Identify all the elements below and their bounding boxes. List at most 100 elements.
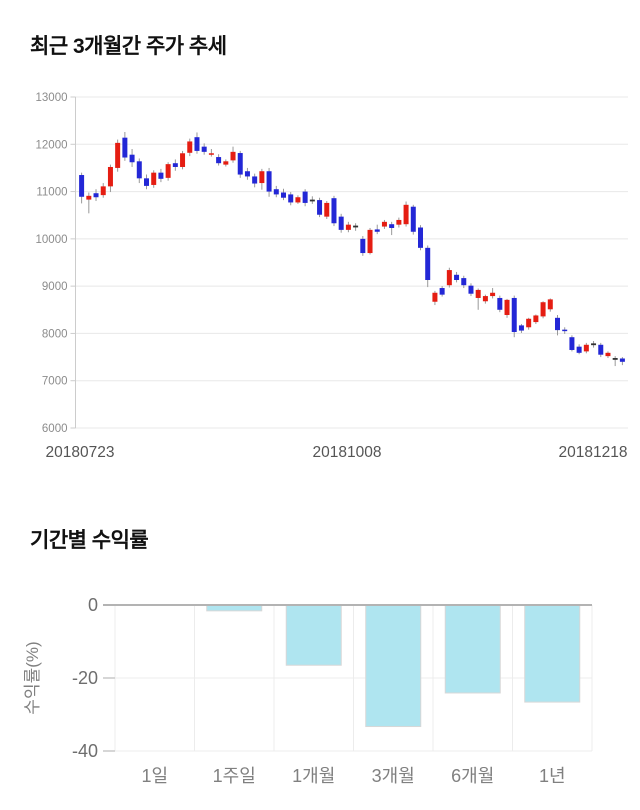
candle — [612, 356, 618, 367]
candle-body-up — [86, 195, 92, 200]
candle-body-up — [259, 171, 265, 184]
candle — [244, 167, 250, 180]
candle — [360, 236, 366, 256]
candle — [482, 294, 488, 304]
candle — [504, 298, 510, 318]
candle — [591, 340, 597, 348]
candle — [547, 298, 553, 312]
candle-body-up — [403, 204, 409, 225]
candle — [158, 168, 164, 183]
return-bar — [524, 604, 581, 703]
candle-body-up — [151, 172, 157, 185]
candle-body-down — [598, 344, 604, 355]
return-bar — [365, 604, 422, 728]
candle-body-up — [605, 352, 611, 357]
candle — [432, 290, 438, 306]
candle — [302, 189, 308, 207]
category-label: 1일 — [141, 766, 168, 786]
candle-body-down — [497, 297, 503, 310]
candle-body-down — [273, 189, 279, 195]
candle — [389, 221, 395, 236]
candle-body-down — [172, 163, 178, 167]
category-label: 1년 — [539, 766, 566, 786]
candle-body-down — [266, 171, 272, 192]
candle — [165, 162, 171, 181]
candle-body-down — [518, 325, 524, 331]
candle — [288, 192, 294, 206]
return-bar — [285, 604, 342, 666]
candle-body-down — [410, 206, 416, 232]
candle-body-down — [317, 200, 323, 215]
candle — [107, 164, 113, 193]
candle-body-up — [223, 161, 229, 165]
candle — [324, 201, 330, 219]
candle-body-down — [302, 191, 308, 203]
candle-body-up — [475, 289, 481, 298]
candle — [619, 357, 625, 366]
candle — [569, 335, 575, 352]
candle — [136, 158, 142, 184]
candle-body-down — [425, 247, 431, 280]
candle-body-down — [374, 229, 380, 232]
candle — [598, 342, 604, 358]
candle-body-up — [540, 302, 546, 317]
candle — [425, 245, 431, 288]
candle-body-down — [281, 192, 286, 198]
candle — [252, 173, 258, 188]
candle — [403, 201, 409, 227]
candle — [151, 170, 157, 188]
candle — [281, 188, 286, 201]
candle-body-doji — [612, 358, 618, 360]
candle — [526, 317, 532, 330]
candle-body-up — [533, 315, 539, 323]
returns-chart-title: 기간별 수익률 — [30, 529, 149, 552]
candle — [194, 132, 200, 154]
candle-body-up — [345, 224, 351, 230]
candle-body-down — [93, 193, 99, 198]
candle — [454, 271, 460, 283]
candle — [461, 275, 467, 289]
candle-body-down — [468, 285, 474, 294]
candle — [338, 213, 344, 233]
y-axis-title: 수익률(%) — [23, 641, 42, 714]
candle-body-up — [547, 299, 553, 310]
candle-body-doji — [591, 343, 597, 346]
category-label: 1주일 — [213, 766, 256, 786]
candle-body-up — [230, 151, 236, 161]
candle-body-up — [504, 299, 510, 315]
y-tick-label: 9000 — [42, 281, 68, 293]
candle — [331, 195, 337, 227]
candle-body-down — [244, 171, 250, 177]
candle — [396, 217, 402, 228]
y-tick-label: 13000 — [36, 92, 68, 104]
y-tick-label: 10000 — [36, 234, 68, 246]
candle — [100, 183, 106, 198]
return-bar — [444, 604, 501, 694]
candle-body-down — [418, 227, 423, 248]
candle — [562, 327, 568, 334]
candle-body-down — [136, 161, 142, 179]
candle — [172, 159, 178, 171]
x-tick-label: 20181008 — [313, 444, 382, 461]
category-label: 1개월 — [292, 766, 335, 786]
candle — [353, 223, 359, 231]
candle — [259, 168, 265, 190]
candle-body-down — [360, 238, 366, 254]
candle — [345, 221, 351, 233]
candle-body-down — [158, 172, 164, 179]
candle — [144, 174, 149, 190]
candle-body-up — [432, 292, 438, 302]
y-tick-label: 8000 — [42, 328, 68, 340]
candle — [266, 167, 272, 197]
candle — [180, 150, 186, 170]
candle-body-up — [187, 141, 193, 153]
candle — [317, 197, 323, 218]
candle — [273, 185, 279, 198]
x-tick-label: 20180723 — [46, 444, 115, 461]
candle-body-down — [252, 176, 258, 184]
candle-body-up — [208, 153, 214, 155]
candle-body-down — [194, 137, 200, 151]
candle-body-up — [482, 296, 488, 302]
candle — [555, 314, 560, 336]
candle — [576, 344, 582, 355]
